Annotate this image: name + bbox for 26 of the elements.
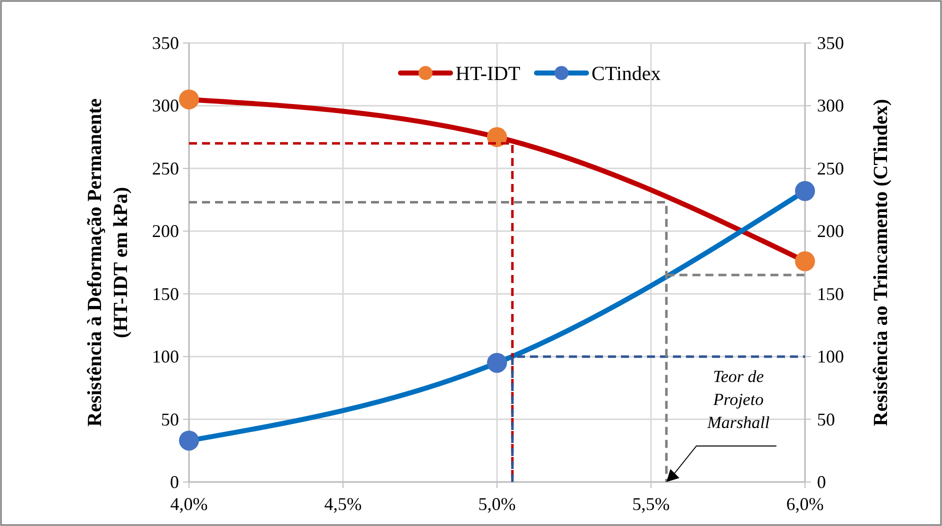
y2-tick-label: 350 xyxy=(817,33,844,53)
x-tick-label: 5,5% xyxy=(632,494,670,514)
y-tick-label: 50 xyxy=(161,409,179,430)
y2-tick-label: 250 xyxy=(817,158,844,178)
legend-label: CTindex xyxy=(592,63,661,85)
y2-tick-label: 300 xyxy=(817,96,844,116)
x-tick-label: 5,0% xyxy=(478,494,516,514)
y2-tick-label: 0 xyxy=(817,472,826,492)
y-axis-title: Resistência à Deformação Permanente (HT-IDT em kPa) xyxy=(84,98,132,427)
x-tick-label: 4,5% xyxy=(324,494,362,514)
y-tick-label: 100 xyxy=(152,346,179,367)
y2-axis-title: Resistência ao Trincamento (CTindex) xyxy=(870,98,892,426)
y2-tick-label: 150 xyxy=(817,284,844,304)
y2-tick-label: 50 xyxy=(817,409,835,430)
y-tick-label: 350 xyxy=(152,33,179,53)
annotation: Teor de Projeto Marshall xyxy=(706,367,770,432)
y2-tick-label: 100 xyxy=(817,346,844,367)
legend-label: HT-IDT xyxy=(456,63,520,85)
y-tick-label: 0 xyxy=(170,472,179,492)
y-tick-label: 250 xyxy=(152,158,179,178)
x-tick-label: 6,0% xyxy=(786,494,824,514)
x-tick-label: 4,0% xyxy=(170,494,208,514)
y-tick-label: 200 xyxy=(152,221,179,242)
y-tick-label: 300 xyxy=(152,96,179,116)
y2-tick-label: 200 xyxy=(817,221,844,242)
y-tick-label: 150 xyxy=(152,284,179,304)
